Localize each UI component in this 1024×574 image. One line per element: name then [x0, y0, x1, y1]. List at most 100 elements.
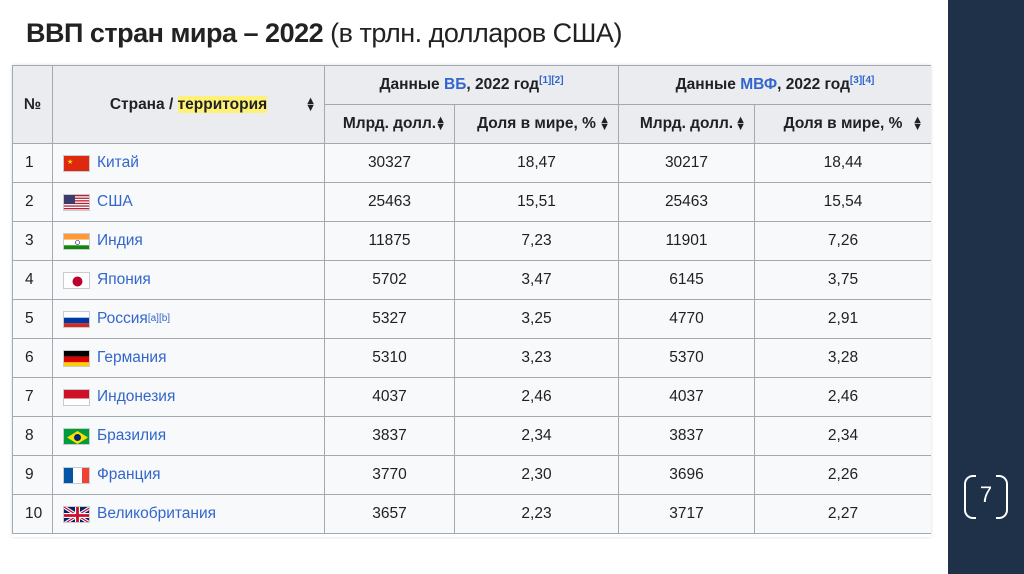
imf-refs[interactable]: [3][4] [849, 74, 875, 86]
table-row: 4 Япония 5702 3,47 6145 3,75 [12, 260, 931, 300]
imf-gdp-value: 30217 [618, 143, 755, 183]
table-row: 2 США 25463 15,51 25463 15,54 [12, 182, 931, 222]
imf-gdp-value: 3837 [618, 416, 755, 456]
title-units: (в трлн. долларов США) [323, 18, 622, 48]
header-imf-bln[interactable]: Млрд. долл. ▲ ▼ [618, 104, 755, 144]
row-number: 3 [12, 221, 53, 261]
wb-gdp-value: 11875 [324, 221, 455, 261]
sort-icon[interactable]: ▲ ▼ [912, 114, 924, 133]
table-row: 6 Германия 5310 3,23 5370 3,28 [12, 338, 931, 378]
wb-refs[interactable]: [1][2] [539, 74, 564, 86]
row-number: 10 [12, 494, 53, 534]
wb-gdp-value: 5327 [324, 299, 455, 339]
gdp-table: № Страна / территория ▲ ▼ Данные ВБ, 2022 … [12, 65, 931, 534]
page-number-badge: 7 [958, 471, 1014, 519]
table-row: 8 Бразилия 3837 2,34 3837 2,34 [12, 416, 931, 456]
imf-share-value: 7,26 [753, 221, 931, 261]
country-link[interactable]: Великобритания [97, 505, 217, 522]
svg-text:★: ★ [67, 158, 73, 166]
header-wb-bln[interactable]: Млрд. долл. ▲ ▼ [324, 104, 455, 144]
country-cell: Франция [52, 455, 325, 495]
br-flag-icon [63, 427, 90, 445]
wb-share-value: 2,46 [454, 377, 619, 417]
sort-icon[interactable]: ▲ ▼ [305, 94, 316, 114]
imf-share-value: 2,46 [753, 377, 931, 417]
wb-gdp-value: 3837 [324, 416, 455, 456]
table-row: 1 ★ Китай 30327 18,47 30217 18,44 [12, 143, 931, 183]
imf-gdp-value: 3717 [618, 494, 755, 534]
imf-gdp-value: 6145 [618, 260, 755, 300]
country-link[interactable]: Китай [97, 154, 139, 171]
row-number: 8 [12, 416, 53, 456]
wb-gdp-value: 3770 [324, 455, 455, 495]
wb-share-value: 2,34 [454, 416, 619, 456]
header-imf-share[interactable]: Доля в мире, % ▲ ▼ [753, 104, 931, 144]
wb-share-value: 3,25 [454, 299, 619, 339]
row-number: 9 [12, 455, 53, 495]
header-country-label: Страна / [109, 95, 178, 113]
header-country[interactable]: Страна / территория ▲ ▼ [52, 65, 325, 144]
country-cell: Германия [52, 338, 325, 378]
fr-flag-icon [63, 466, 90, 484]
imf-gdp-value: 11901 [618, 221, 755, 261]
sort-icon[interactable]: ▲ ▼ [435, 114, 446, 133]
table-row: 5 Россия [a][b] 5327 3,25 4770 2,91 [12, 299, 931, 339]
imf-link[interactable]: МВФ [740, 76, 778, 93]
row-number: 7 [12, 377, 53, 417]
sort-icon[interactable]: ▲ ▼ [599, 114, 610, 133]
table-row: 9 Франция 3770 2,30 3696 2,26 [12, 455, 931, 495]
country-cell: Великобритания [52, 494, 325, 534]
table-body: 1 ★ Китай 30327 18,47 30217 18,44 2 США 25463 15,5… [12, 143, 931, 534]
page-number: 7 [979, 482, 993, 507]
row-number: 4 [12, 260, 53, 300]
country-cell: Россия [a][b] [52, 299, 325, 339]
country-link[interactable]: США [97, 193, 133, 210]
title-main: ВВП стран мира – 2022 [26, 18, 324, 48]
country-cell: Индия [52, 221, 325, 261]
right-sidebar [948, 0, 1024, 574]
row-number: 1 [12, 143, 53, 183]
table-row: 10 Великобритания 3657 2,23 3717 2,27 [12, 494, 931, 534]
country-cell: США [52, 182, 325, 222]
imf-share-value: 15,54 [753, 182, 931, 222]
de-flag-icon [63, 349, 90, 367]
header-wb-share[interactable]: Доля в мире, % ▲ ▼ [454, 104, 619, 144]
wb-share-value: 2,23 [454, 494, 619, 534]
header-country-highlight: территория [177, 95, 268, 113]
imf-share-value: 18,44 [753, 143, 931, 183]
brace-right [996, 475, 1008, 519]
row-number: 2 [12, 182, 53, 222]
wb-gdp-value: 30327 [324, 143, 455, 183]
country-link[interactable]: Германия [97, 349, 167, 366]
id-flag-icon [63, 388, 90, 406]
wb-gdp-value: 3657 [324, 494, 455, 534]
country-link[interactable]: Япония [97, 271, 151, 288]
table-row: 3 Индия 11875 7,23 11901 7,26 [12, 221, 931, 261]
row-number: 5 [12, 299, 53, 339]
wb-link[interactable]: ВБ [444, 76, 467, 93]
table-row: 7 Индонезия 4037 2,46 4037 2,46 [12, 377, 931, 417]
imf-share-value: 2,26 [753, 455, 931, 495]
imf-gdp-value: 3696 [618, 455, 755, 495]
header-wb-group: Данные ВБ, 2022 год[1][2] [324, 65, 619, 105]
sort-icon[interactable]: ▲ ▼ [735, 114, 746, 133]
country-link[interactable]: Россия [97, 310, 148, 327]
wb-share-value: 2,30 [454, 455, 619, 495]
wb-gdp-value: 5310 [324, 338, 455, 378]
brace-left [964, 475, 976, 519]
header-imf-group: Данные МВФ, 2022 год[3][4] [617, 65, 931, 105]
imf-share-value: 3,28 [753, 338, 931, 378]
imf-gdp-value: 25463 [618, 182, 755, 222]
country-cell: ★ Китай [52, 143, 325, 183]
gb-flag-icon [63, 505, 90, 523]
gdp-table-container: № Страна / территория ▲ ▼ Данные ВБ, 2022 … [12, 65, 931, 537]
country-link[interactable]: Индонезия [97, 388, 176, 405]
country-link[interactable]: Индия [97, 232, 143, 249]
country-link[interactable]: Бразилия [97, 427, 167, 444]
imf-share-value: 2,34 [753, 416, 931, 456]
imf-share-value: 3,75 [753, 260, 931, 300]
wb-gdp-value: 4037 [324, 377, 455, 417]
wb-share-value: 3,23 [454, 338, 619, 378]
imf-share-value: 2,91 [753, 299, 931, 339]
country-link[interactable]: Франция [97, 466, 161, 483]
